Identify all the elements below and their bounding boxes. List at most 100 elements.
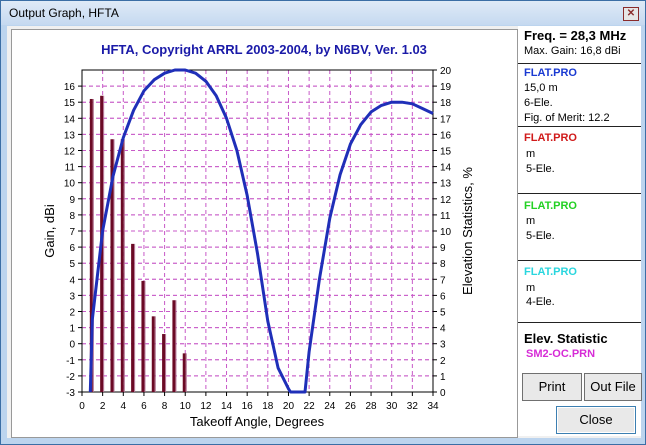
separator [518, 63, 641, 64]
x-tick-label: 14 [221, 401, 233, 412]
left-tick-label: 5 [69, 259, 75, 270]
entry2-elements: 5-Ele. [526, 163, 555, 175]
x-tick-label: 20 [283, 401, 295, 412]
right-tick-label: 1 [440, 372, 446, 383]
x-tick-label: 34 [427, 401, 439, 412]
x-tick-label: 4 [121, 401, 127, 412]
entry3-name: FLAT.PRO [524, 200, 577, 212]
window-close-icon[interactable]: ✕ [623, 7, 639, 21]
right-tick-label: 5 [440, 308, 446, 319]
right-tick-label: 0 [440, 388, 446, 399]
elevation-bar [110, 139, 114, 392]
x-tick-label: 8 [162, 401, 168, 412]
left-tick-label: 13 [64, 130, 76, 141]
left-tick-label: 16 [64, 82, 76, 93]
x-tick-label: 30 [386, 401, 398, 412]
right-tick-label: 4 [440, 324, 446, 335]
right-tick-label: 7 [440, 275, 446, 286]
separator [518, 126, 641, 127]
elevation-statistic-title: Elev. Statistic [524, 331, 608, 346]
x-tick-label: 22 [304, 401, 316, 412]
elevation-bar [151, 316, 155, 392]
x-axis-label: Takeoff Angle, Degrees [190, 414, 325, 429]
x-tick-label: 2 [100, 401, 106, 412]
left-tick-label: -3 [66, 388, 75, 399]
x-tick-label: 12 [200, 401, 212, 412]
elevation-bar [131, 243, 135, 392]
right-tick-label: 12 [440, 195, 452, 206]
left-tick-label: 14 [64, 114, 76, 125]
right-tick-label: 3 [440, 340, 446, 351]
left-tick-label: 9 [69, 195, 75, 206]
entry2-name: FLAT.PRO [524, 132, 577, 144]
separator [518, 260, 641, 261]
left-tick-label: 2 [69, 308, 75, 319]
entry2-height: m [526, 148, 536, 160]
right-tick-label: 11 [440, 211, 451, 222]
graph-panel: HFTA, Copyright ARRL 2003-2004, by N6BV,… [11, 29, 518, 438]
entry1-elements: 6-Ele. [524, 97, 553, 109]
entry3-height: m [526, 215, 536, 227]
left-tick-label: 4 [69, 275, 75, 286]
separator [518, 322, 641, 323]
x-tick-label: 24 [324, 401, 336, 412]
out-file-button[interactable]: Out File [584, 373, 642, 401]
elevation-bar [141, 280, 145, 392]
left-tick-label: 10 [64, 179, 76, 190]
elevation-statistic-file: SM2-OC.PRN [526, 348, 596, 360]
right-tick-label: 15 [440, 147, 452, 158]
chart-title: HFTA, Copyright ARRL 2003-2004, by N6BV,… [101, 42, 427, 57]
right-tick-label: 13 [440, 179, 452, 190]
left-tick-label: 1 [69, 324, 75, 335]
window-title: Output Graph, HFTA [9, 6, 119, 20]
chart-svg: HFTA, Copyright ARRL 2003-2004, by N6BV,… [42, 42, 475, 429]
frequency-label: Freq. = 28,3 MHz [524, 28, 627, 43]
x-tick-label: 0 [79, 401, 85, 412]
entry1-name: FLAT.PRO [524, 67, 577, 79]
right-tick-label: 9 [440, 243, 446, 254]
left-tick-label: 11 [65, 163, 76, 174]
right-tick-label: 20 [440, 66, 452, 77]
left-tick-label: -2 [66, 372, 75, 383]
entry3-elements: 5-Ele. [526, 230, 555, 242]
print-button[interactable]: Print [522, 373, 582, 401]
right-tick-label: 10 [440, 227, 452, 238]
client-area: HFTA, Copyright ARRL 2003-2004, by N6BV,… [7, 26, 642, 438]
left-tick-label: 0 [69, 340, 75, 351]
right-tick-label: 17 [440, 114, 452, 125]
separator [518, 193, 641, 194]
elevation-bar [162, 334, 166, 392]
elevation-bar [182, 353, 186, 392]
right-tick-label: 16 [440, 130, 452, 141]
x-tick-label: 16 [242, 401, 254, 412]
right-tick-label: 18 [440, 98, 452, 109]
entry1-height: 15,0 m [524, 82, 558, 94]
title-bar: Output Graph, HFTA ✕ [1, 1, 645, 25]
left-tick-label: 3 [69, 291, 75, 302]
left-tick-label: 15 [64, 98, 76, 109]
left-tick-label: 8 [69, 211, 75, 222]
max-gain-label: Max. Gain: 16,8 dBi [524, 45, 621, 57]
close-button[interactable]: Close [556, 406, 636, 434]
info-panel: Freq. = 28,3 MHz Max. Gain: 16,8 dBi FLA… [518, 26, 641, 436]
left-tick-label: -1 [66, 356, 75, 367]
right-tick-label: 8 [440, 259, 446, 270]
right-axis-label: Elevation Statistics, % [460, 167, 475, 295]
x-tick-label: 10 [180, 401, 192, 412]
elevation-bar [172, 300, 176, 392]
entry4-height: m [526, 282, 536, 294]
right-tick-label: 14 [440, 163, 452, 174]
x-tick-label: 28 [365, 401, 377, 412]
right-tick-label: 6 [440, 291, 446, 302]
entry4-name: FLAT.PRO [524, 266, 577, 278]
elevation-bar [120, 139, 124, 392]
entry4-elements: 4-Ele. [526, 296, 555, 308]
left-tick-label: 12 [64, 147, 76, 158]
elevation-bar [89, 98, 93, 392]
gain-curve [88, 68, 434, 394]
x-tick-label: 6 [141, 401, 147, 412]
entry1-merit: Fig. of Merit: 12.2 [524, 112, 610, 124]
left-tick-label: 6 [69, 243, 75, 254]
right-tick-label: 2 [440, 356, 446, 367]
